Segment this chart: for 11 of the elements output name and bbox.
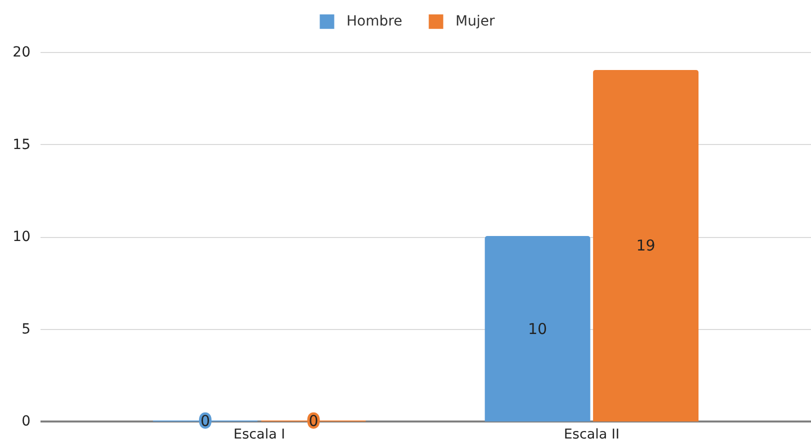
x-tick-label: Escala II [564, 426, 620, 442]
legend-label: Mujer [456, 14, 495, 30]
y-tick-label: 10 [12, 229, 30, 245]
y-tick-label: 0 [22, 414, 30, 430]
y-tick-label: 15 [12, 136, 30, 153]
data-label: 19 [636, 236, 656, 255]
y-tick-label: 20 [12, 44, 30, 60]
legend-label: Hombre [346, 14, 402, 30]
x-tick-label: Escala I [234, 426, 286, 442]
data-label: 10 [528, 320, 548, 338]
y-tick-label: 5 [22, 321, 30, 338]
